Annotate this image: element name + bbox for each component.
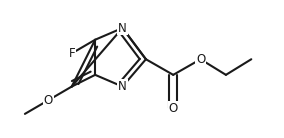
Text: O: O: [196, 53, 205, 66]
Text: F: F: [68, 47, 75, 60]
Text: N: N: [118, 80, 127, 93]
Text: O: O: [44, 94, 53, 107]
Text: O: O: [169, 102, 178, 115]
Text: N: N: [118, 22, 127, 34]
